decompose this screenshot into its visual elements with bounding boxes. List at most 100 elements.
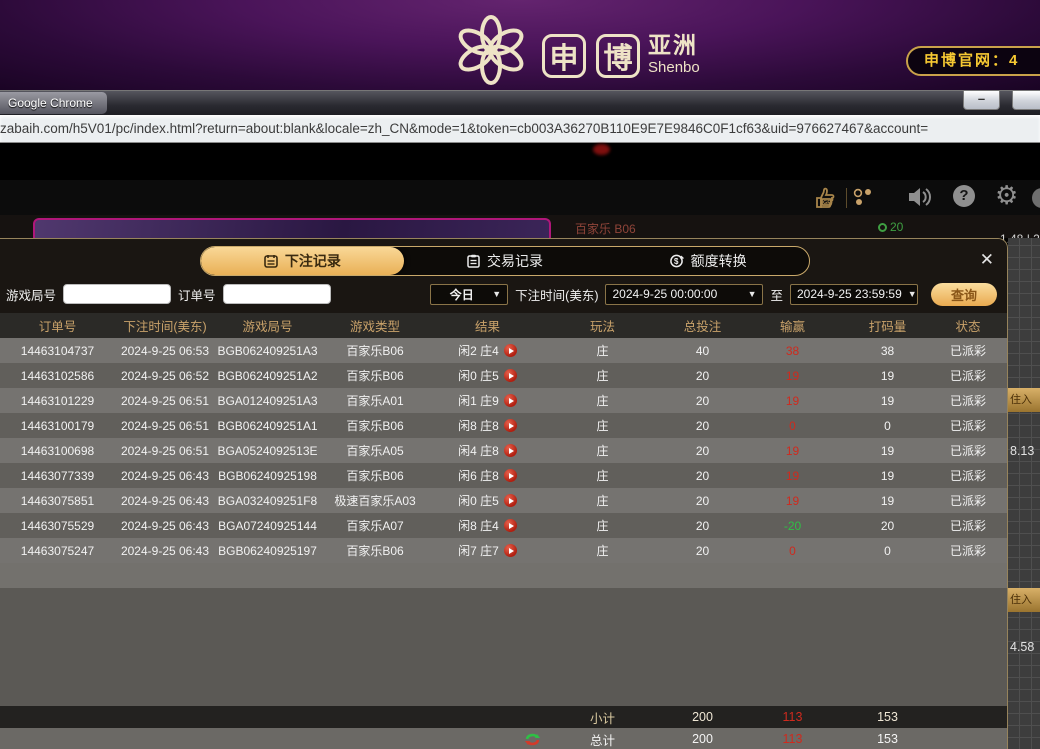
table-row[interactable]: 14463075247 2024-9-25 06:43 BGB062409251…	[0, 538, 1007, 563]
search-button[interactable]: 查询	[931, 282, 997, 306]
cell-result: 闲1 庄9	[430, 392, 545, 409]
thumb-up-icon[interactable]: GR	[813, 185, 839, 216]
game-background-strip: 百家乐 B06 20	[0, 215, 1040, 238]
cell-winloss: 19	[785, 443, 800, 458]
cell-result: 闲8 庄4	[430, 517, 545, 534]
cell-round: BGB06240925198	[218, 468, 317, 483]
cell-order: 14463075529	[20, 518, 95, 533]
clipboard-icon	[467, 254, 480, 268]
cell-order: 14463075247	[20, 543, 95, 558]
tab-bet-records[interactable]: 下注记录	[201, 247, 404, 275]
address-bar[interactable]: zabaih.com/h5V01/pc/index.html?return=ab…	[0, 115, 1040, 143]
chips-icon[interactable]	[853, 188, 875, 213]
end-time-select[interactable]: 2024-9-25 23:59:59 ▼	[790, 283, 918, 305]
tab-credit-transfer[interactable]: $ 额度转换	[606, 247, 809, 275]
replay-icon[interactable]	[503, 544, 517, 557]
table-row[interactable]: 14463100179 2024-9-25 06:51 BGB062409251…	[0, 413, 1007, 438]
table-row[interactable]: 14463101229 2024-9-25 06:51 BGA012409251…	[0, 388, 1007, 413]
official-site-badge[interactable]: 申博官网：4	[906, 46, 1040, 76]
cell-play: 庄	[596, 394, 609, 408]
replay-icon[interactable]	[503, 344, 517, 357]
notification-dot	[593, 144, 610, 155]
replay-icon[interactable]	[503, 369, 517, 382]
replay-icon[interactable]	[503, 394, 517, 407]
chevron-down-icon: ▼	[907, 289, 917, 299]
tab-group: 下注记录 交易记录 $	[200, 246, 810, 276]
table-row[interactable]: 14463100698 2024-9-25 06:51 BGA052409251…	[0, 438, 1007, 463]
logo-char-bo: 博	[596, 34, 640, 78]
tab-label: 交易记录	[487, 253, 543, 269]
cell-round: BGB062409251A2	[217, 368, 318, 383]
chrome-title-bar: Google Chrome –	[0, 90, 1040, 115]
table-row[interactable]: 14463102586 2024-9-25 06:52 BGB062409251…	[0, 363, 1007, 388]
total-turnover: 153	[877, 732, 898, 746]
cell-time: 2024-9-25 06:51	[120, 443, 210, 458]
cell-turnover: 0	[884, 543, 891, 558]
maximize-button[interactable]	[1012, 91, 1040, 110]
chevron-down-icon: ▼	[747, 289, 757, 299]
start-time-select[interactable]: 2024-9-25 00:00:00 ▼	[605, 283, 764, 305]
col-round: 游戏局号	[242, 320, 293, 334]
replay-icon[interactable]	[503, 444, 517, 457]
cell-bet: 20	[695, 493, 710, 508]
cell-game: 百家乐B06	[346, 544, 404, 558]
replay-icon[interactable]	[503, 519, 517, 532]
modal-header: 下注记录 交易记录 $	[0, 239, 1007, 313]
table-row[interactable]: 14463075851 2024-9-25 06:43 BGA032409251…	[0, 488, 1007, 513]
replay-icon[interactable]	[503, 469, 517, 482]
cell-winloss: -20	[783, 518, 802, 533]
svg-text:$: $	[674, 257, 679, 266]
tab-transaction-records[interactable]: 交易记录	[404, 247, 607, 275]
refresh-icon[interactable]	[524, 732, 545, 747]
col-result: 结果	[474, 320, 500, 334]
settings-gear-icon[interactable]: ⚙	[995, 181, 1019, 211]
cell-status: 已派彩	[949, 519, 986, 533]
game-round-input[interactable]	[63, 284, 172, 304]
table-row[interactable]: 14463104737 2024-9-25 06:53 BGB062409251…	[0, 338, 1007, 363]
col-order: 订单号	[38, 320, 77, 334]
chevron-down-icon: ▼	[492, 289, 502, 299]
cell-winloss: 19	[785, 468, 800, 483]
cell-time: 2024-9-25 06:51	[120, 418, 210, 433]
strip-value-top: 8.13	[1010, 444, 1035, 458]
cell-turnover: 19	[880, 468, 895, 483]
order-input[interactable]	[222, 284, 331, 304]
cell-time: 2024-9-25 06:43	[120, 493, 210, 508]
cell-winloss: 19	[785, 393, 800, 408]
bet-time-label: 下注时间(美东)	[515, 288, 599, 303]
toolbar-divider	[846, 188, 847, 208]
cell-game: 极速百家乐A03	[334, 494, 416, 508]
cell-winloss: 0	[789, 543, 796, 558]
cell-play: 庄	[596, 369, 609, 383]
seat-band[interactable]: 住入	[1008, 388, 1040, 412]
site-header: 申 博 亚洲 Shenbo 申博官网：4	[0, 0, 1040, 90]
col-status: 状态	[955, 320, 981, 334]
cell-time: 2024-9-25 06:43	[120, 543, 210, 558]
replay-icon[interactable]	[503, 494, 517, 507]
seat-band[interactable]: 住入	[1008, 588, 1040, 612]
replay-icon[interactable]	[503, 419, 517, 432]
video-preview	[33, 218, 551, 238]
minimize-button[interactable]: –	[963, 91, 1000, 110]
help-icon[interactable]: ?	[953, 185, 975, 207]
cell-bet: 40	[695, 343, 710, 358]
speaker-icon[interactable]	[908, 185, 934, 214]
subtotal-winloss: 113	[782, 710, 803, 724]
game-round-label: 游戏局号	[6, 288, 57, 303]
total-bet: 200	[692, 732, 713, 746]
url-text[interactable]: zabaih.com/h5V01/pc/index.html?return=ab…	[0, 121, 929, 136]
cell-time: 2024-9-25 06:51	[120, 393, 210, 408]
table-row[interactable]: 14463077339 2024-9-25 06:43 BGB062409251…	[0, 463, 1007, 488]
cell-status: 已派彩	[949, 544, 986, 558]
cell-play: 庄	[596, 544, 609, 558]
table-row[interactable]: 14463075529 2024-9-25 06:43 BGA072409251…	[0, 513, 1007, 538]
close-icon[interactable]: ✕	[979, 250, 994, 269]
cell-bet: 20	[695, 368, 710, 383]
strip-value-bottom: 4.58	[1010, 640, 1035, 654]
profile-icon[interactable]	[1032, 188, 1040, 208]
col-winloss: 输赢	[779, 320, 805, 334]
cell-play: 庄	[596, 419, 609, 433]
bg-green-counter: 20	[878, 220, 903, 234]
cell-result: 闲0 庄5	[430, 492, 545, 509]
date-range-select[interactable]: 今日 ▼	[430, 283, 509, 305]
